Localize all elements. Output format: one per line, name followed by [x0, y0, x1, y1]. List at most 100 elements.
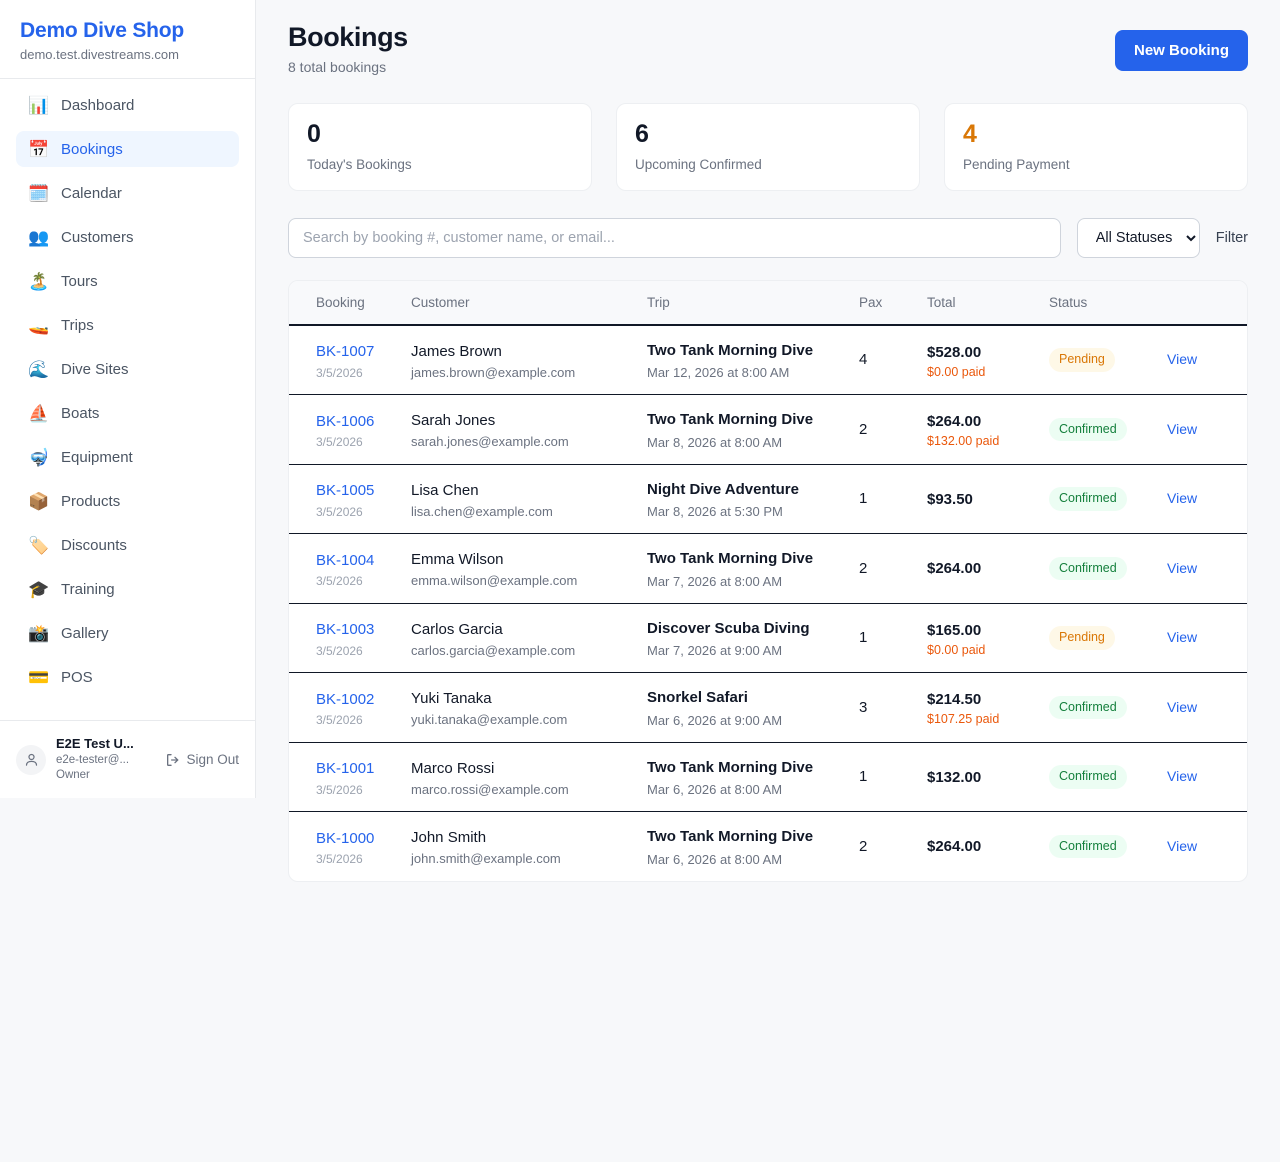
- booking-id-link[interactable]: BK-1004: [316, 551, 375, 569]
- booking-id-link[interactable]: BK-1000: [316, 829, 375, 847]
- cell-total: $132.00: [915, 742, 1037, 813]
- pax-count: 2: [859, 559, 868, 577]
- cell-actions: View: [1155, 324, 1247, 396]
- column-header-trip: Trip: [635, 280, 847, 326]
- cell-pax: 1: [847, 603, 915, 674]
- table-row[interactable]: BK-1003 3/5/2026 Carlos Garcia carlos.garci…: [289, 603, 1247, 674]
- view-link[interactable]: View: [1167, 698, 1198, 715]
- cell-pax: 2: [847, 812, 915, 881]
- sidebar-item-dive-sites[interactable]: 🌊 Dive Sites: [16, 351, 239, 387]
- booking-id-link[interactable]: BK-1005: [316, 482, 375, 500]
- view-link[interactable]: View: [1167, 559, 1198, 576]
- cell-booking: BK-1003 3/5/2026: [289, 603, 399, 674]
- table-body: BK-1007 3/5/2026 James Brown james.brown@ex…: [289, 324, 1247, 881]
- view-link[interactable]: View: [1167, 420, 1198, 437]
- sidebar-item-products[interactable]: 📦 Products: [16, 483, 239, 519]
- sidebar-item-gallery[interactable]: 📸 Gallery: [16, 615, 239, 651]
- page-header: Bookings 8 total bookings New Booking: [288, 22, 1248, 75]
- user-profile[interactable]: E2E Test U... e2e-tester@... Owner Sign …: [0, 720, 255, 798]
- booking-id-link[interactable]: BK-1002: [316, 690, 375, 708]
- view-link[interactable]: View: [1167, 629, 1198, 645]
- trip-datetime: Mar 8, 2026 at 5:30 PM: [647, 504, 783, 520]
- booking-date: 3/5/2026: [316, 713, 363, 728]
- cell-customer: Yuki Tanaka yuki.tanaka@example.com: [399, 672, 635, 743]
- cell-customer: Carlos Garcia carlos.garcia@example.com: [399, 603, 635, 674]
- column-header-customer: Customer: [399, 280, 635, 326]
- booking-id-link[interactable]: BK-1007: [316, 343, 375, 361]
- stat-card: 4 Pending Payment: [944, 103, 1248, 191]
- customer-name: Lisa Chen: [411, 481, 479, 499]
- sidebar-item-training[interactable]: 🎓 Training: [16, 571, 239, 607]
- view-link[interactable]: View: [1167, 837, 1198, 854]
- sidebar-item-label: Customers: [61, 228, 134, 246]
- sidebar-item-calendar[interactable]: 🗓️ Calendar: [16, 175, 239, 211]
- status-badge: Confirmed: [1049, 556, 1127, 581]
- status-badge: Confirmed: [1049, 695, 1127, 720]
- booking-id-link[interactable]: BK-1001: [316, 760, 375, 778]
- sidebar-item-tours[interactable]: 🏝️ Tours: [16, 263, 239, 299]
- status-badge: Pending: [1049, 626, 1115, 650]
- pax-count: 4: [859, 351, 868, 368]
- table-row[interactable]: BK-1005 3/5/2026 Lisa Chen lisa.chen@exampl…: [289, 464, 1247, 535]
- sidebar-item-trips[interactable]: 🚤 Trips: [16, 307, 239, 343]
- sidebar-item-boats[interactable]: ⛵ Boats: [16, 395, 239, 431]
- sidebar-item-customers[interactable]: 👥 Customers: [16, 219, 239, 255]
- bar-chart-icon: 📊: [28, 95, 50, 115]
- column-header-total: Total: [915, 280, 1037, 326]
- cell-trip: Two Tank Morning Dive Mar 8, 2026 at 8:00…: [635, 394, 847, 465]
- cell-trip: Snorkel Safari Mar 6, 2026 at 9:00 AM: [635, 672, 847, 743]
- booking-id-link[interactable]: BK-1003: [316, 621, 375, 639]
- pax-count: 3: [859, 698, 868, 716]
- sidebar-item-bookings[interactable]: 📅 Bookings: [16, 131, 239, 168]
- customer-name: Emma Wilson: [411, 551, 504, 568]
- sidebar-item-dashboard[interactable]: 📊 Dashboard: [16, 87, 239, 123]
- sidebar-item-equipment[interactable]: 🤿 Equipment: [16, 439, 239, 475]
- sidebar-item-label: Calendar: [61, 184, 122, 202]
- table-row[interactable]: BK-1007 3/5/2026 James Brown james.brown@ex…: [289, 324, 1247, 396]
- customer-name: Yuki Tanaka: [411, 690, 492, 707]
- view-link[interactable]: View: [1167, 351, 1198, 367]
- table-row[interactable]: BK-1000 3/5/2026 John Smith john.smith@exam…: [289, 812, 1247, 881]
- sign-out-button[interactable]: Sign Out: [165, 752, 239, 768]
- table-row[interactable]: BK-1004 3/5/2026 Emma Wilson emma.wilson@ex…: [289, 533, 1247, 604]
- people-icon: 👥: [28, 227, 50, 247]
- cell-trip: Night Dive Adventure Mar 8, 2026 at 5:30 …: [635, 464, 847, 535]
- stat-value: 0: [307, 120, 321, 148]
- view-link[interactable]: View: [1167, 490, 1198, 506]
- sidebar-item-label: Bookings: [61, 140, 123, 158]
- column-header-pax: Pax: [847, 280, 915, 326]
- customer-email: marco.rossi@example.com: [411, 781, 569, 797]
- table-row[interactable]: BK-1006 3/5/2026 Sarah Jones sarah.jones@ex…: [289, 394, 1247, 465]
- page-header-text: Bookings 8 total bookings: [288, 22, 408, 75]
- cell-status: Confirmed: [1037, 394, 1155, 465]
- trip-datetime: Mar 8, 2026 at 8:00 AM: [647, 434, 783, 450]
- new-booking-button[interactable]: New Booking: [1114, 30, 1248, 71]
- cell-total: $264.00: [915, 533, 1037, 604]
- stat-label: Today's Bookings: [307, 156, 412, 172]
- table-row[interactable]: BK-1001 3/5/2026 Marco Rossi marco.rossi@ex…: [289, 742, 1247, 813]
- customer-name: Sarah Jones: [411, 412, 496, 429]
- cell-pax: 1: [847, 742, 915, 813]
- cell-actions: View: [1155, 464, 1247, 535]
- sidebar-item-label: Trips: [61, 316, 94, 334]
- pax-count: 1: [859, 490, 868, 507]
- customer-name: John Smith: [411, 829, 487, 846]
- booking-id-link[interactable]: BK-1006: [316, 412, 375, 430]
- total-amount: $264.00: [927, 560, 982, 577]
- customer-email: john.smith@example.com: [411, 851, 561, 866]
- total-amount: $264.00: [927, 413, 982, 430]
- search-input[interactable]: [288, 217, 1061, 258]
- pax-count: 1: [859, 768, 868, 785]
- sidebar-item-discounts[interactable]: 🏷️ Discounts: [16, 527, 239, 563]
- view-link[interactable]: View: [1167, 768, 1198, 784]
- customer-email: yuki.tanaka@example.com: [411, 712, 568, 727]
- filter-button[interactable]: Filter: [1215, 229, 1248, 246]
- table-row[interactable]: BK-1002 3/5/2026 Yuki Tanaka yuki.tanaka@ex…: [289, 672, 1247, 743]
- customer-email: lisa.chen@example.com: [411, 503, 553, 519]
- table-header-row: Booking Customer Trip Pax Total Status: [289, 280, 1247, 326]
- booking-date: 3/5/2026: [316, 782, 363, 797]
- cell-customer: Marco Rossi marco.rossi@example.com: [399, 742, 635, 813]
- status-filter-select[interactable]: All StatusesPendingConfirmedCancelledCom…: [1076, 217, 1200, 258]
- stat-label: Pending Payment: [963, 156, 1070, 172]
- sidebar-item-pos[interactable]: 💳 POS: [16, 659, 239, 695]
